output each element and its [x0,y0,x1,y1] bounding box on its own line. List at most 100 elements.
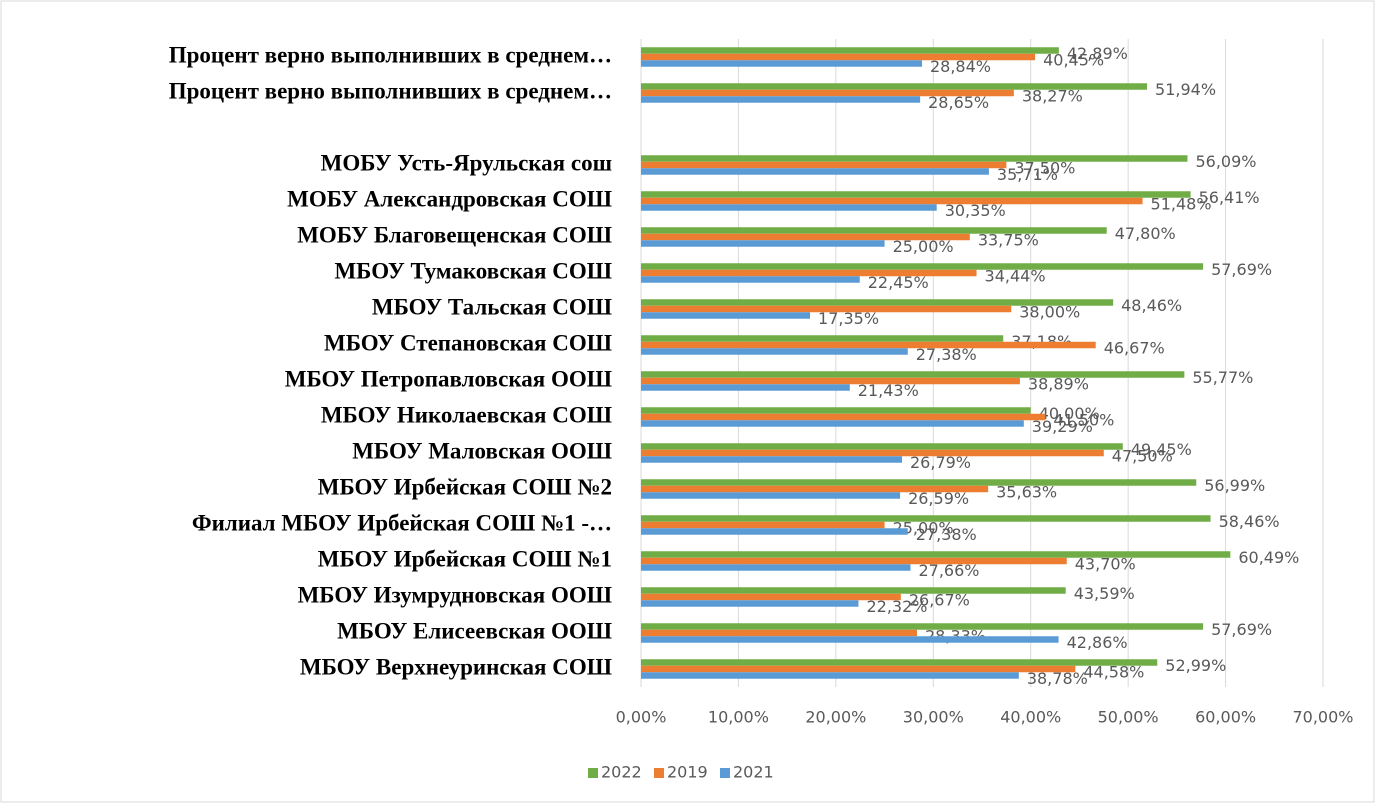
data-label: 51,94% [1155,80,1216,99]
category-label: МОБУ Усть-Ярульская сош [321,150,612,175]
data-label: 35,71% [997,165,1058,184]
category-label: МБОУ Тальская СОШ [372,294,612,319]
bar [641,479,1197,486]
category-label: МБОУ Елисеевская ООШ [337,618,612,643]
bar [641,492,901,499]
data-label: 34,44% [985,267,1046,286]
bar [641,551,1231,558]
data-label: 43,70% [1075,555,1136,574]
data-label: 30,35% [945,201,1006,220]
bar [641,413,1046,421]
legend-label: 2019 [667,763,708,782]
legend-label: 2021 [733,763,774,782]
bar [641,168,989,175]
data-label: 38,89% [1028,375,1089,394]
data-label: 28,65% [928,93,989,112]
data-label: 40,00% [1039,404,1100,423]
data-label: 57,69% [1211,620,1272,639]
bar [641,443,1123,450]
data-label: 46,67% [1104,339,1165,358]
legend-swatch [588,768,598,778]
bar [641,377,1020,385]
bar [641,371,1185,378]
x-tick-label: 40,00% [1000,708,1061,727]
data-label: 42,89% [1067,44,1128,63]
bar [641,623,1204,630]
bar [641,564,911,571]
legend-swatch [654,768,664,778]
category-label: МБОУ Ирбейская СОШ №1 [318,546,612,571]
data-label: 56,41% [1199,188,1260,207]
data-label: 38,00% [1019,303,1080,322]
category-label: МБОУ Верхнеуринская СОШ [300,654,612,679]
bar [641,521,885,529]
data-label: 60,49% [1238,548,1299,567]
category-label: МОБУ Благовещенская СОШ [297,222,612,247]
data-label: 49,45% [1131,440,1192,459]
category-label: МОБУ Александровская СОШ [287,186,612,211]
bar [641,557,1067,565]
data-label: 28,84% [930,57,991,76]
bar [641,456,903,463]
bar [641,83,1148,90]
bar [641,53,1036,61]
x-tick-label: 0,00% [616,708,667,727]
bar [641,528,908,535]
bar [641,227,1107,234]
data-label: 25,00% [893,519,954,538]
bar [641,312,811,319]
data-label: 25,00% [893,237,954,256]
bar [641,515,1211,522]
category-label: МБОУ Изумрудновская ООШ [298,582,612,607]
data-label: 47,50% [1112,447,1173,466]
data-label: 58,46% [1219,512,1280,531]
bar [641,341,1096,349]
category-label: Процент верно выполнивших в среднем… [169,78,612,103]
data-label: 55,77% [1192,368,1253,387]
bar [641,659,1158,666]
data-label: 43,59% [1074,584,1135,603]
data-label: 51,48% [1151,195,1212,214]
data-label: 33,75% [978,231,1039,250]
bar [641,60,922,67]
bar [641,672,1019,679]
bar [641,600,859,607]
data-label: 39,29% [1032,417,1093,436]
x-tick-label: 10,00% [708,708,769,727]
data-label: 56,99% [1204,476,1265,495]
bar [641,593,901,601]
bar [641,420,1024,427]
bar [641,197,1143,205]
x-tick-label: 20,00% [805,708,866,727]
legend-swatch [720,768,730,778]
bar [641,240,885,247]
bar [641,629,918,637]
bar [641,96,921,103]
data-label: 37,50% [1014,159,1075,178]
data-label: 35,63% [996,483,1057,502]
bar [641,269,977,277]
category-label: МБОУ Петропавловская ООШ [285,366,612,391]
data-label: 40,45% [1043,51,1104,70]
data-label: 41,50% [1053,411,1114,430]
data-label: 22,45% [868,273,929,292]
bar [641,233,970,241]
bar [641,89,1014,97]
bar [641,485,989,493]
data-label: 27,38% [916,525,977,544]
bar [641,204,937,211]
data-label: 42,86% [1067,633,1128,652]
data-label: 38,78% [1027,669,1088,688]
data-label: 56,09% [1195,152,1256,171]
legend-label: 2022 [601,763,642,782]
bar [641,299,1114,306]
data-label: 26,79% [910,453,971,472]
data-label: 57,69% [1211,260,1272,279]
bar [641,665,1076,673]
bar [641,155,1188,162]
data-label: 52,99% [1165,656,1226,675]
bar [641,161,1007,169]
bar [641,263,1204,270]
